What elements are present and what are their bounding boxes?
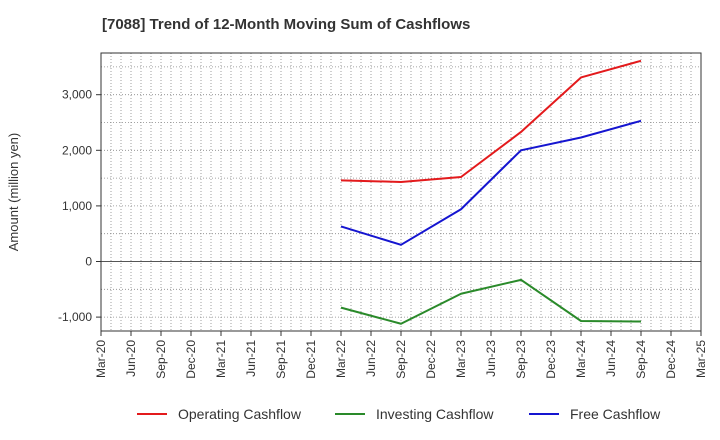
x-tick-label: Sep-22 — [394, 340, 408, 379]
x-tick-label: Jun-20 — [124, 340, 138, 377]
x-tick-label: Sep-23 — [514, 340, 528, 379]
y-tick-label: 0 — [85, 255, 92, 269]
x-tick-label: Dec-22 — [424, 340, 438, 379]
tick-labels: -1,000 0 1,000 2,000 3,000 Mar-20 Jun-20 Sep-20… — [58, 88, 708, 379]
x-tick-label: Mar-21 — [214, 340, 228, 378]
x-tick-label: Sep-24 — [634, 340, 648, 379]
y-tick-label: 3,000 — [62, 88, 92, 102]
y-tick-label: 2,000 — [62, 143, 92, 157]
x-tick-label: Sep-21 — [274, 340, 288, 379]
legend-label: Investing Cashflow — [376, 406, 494, 422]
y-tick-label: -1,000 — [58, 310, 92, 324]
series-line-free-cashflow — [340, 119, 642, 246]
legend-label: Free Cashflow — [570, 406, 661, 422]
legend: Operating Cashflow Investing Cashflow Free… — [137, 406, 661, 422]
x-tick-label: Mar-25 — [694, 340, 708, 378]
x-tick-label: Jun-21 — [244, 340, 258, 377]
series-line-investing-cashflow — [340, 278, 642, 325]
grid-lines — [101, 53, 701, 331]
x-tick-label: Mar-22 — [334, 340, 348, 378]
x-tick-label: Jun-23 — [484, 340, 498, 377]
x-tick-label: Mar-24 — [574, 340, 588, 378]
x-tick-label: Dec-21 — [304, 340, 318, 379]
x-tick-label: Mar-20 — [94, 340, 108, 378]
x-tick-label: Mar-23 — [454, 340, 468, 378]
y-axis-label: Amount (million yen) — [6, 133, 21, 252]
x-tick-label: Dec-23 — [544, 340, 558, 379]
series-line-operating-cashflow — [340, 59, 642, 183]
series-lines — [340, 59, 642, 325]
x-tick-label: Jun-22 — [364, 340, 378, 377]
x-tick-label: Sep-20 — [154, 340, 168, 379]
plot-frame — [100, 52, 702, 332]
x-tick-label: Dec-24 — [664, 340, 678, 379]
x-tick-label: Jun-24 — [604, 340, 618, 377]
x-tick-label: Dec-20 — [184, 340, 198, 379]
y-tick-label: 1,000 — [62, 199, 92, 213]
chart-title: [7088] Trend of 12-Month Moving Sum of C… — [102, 16, 471, 33]
legend-label: Operating Cashflow — [178, 406, 302, 422]
